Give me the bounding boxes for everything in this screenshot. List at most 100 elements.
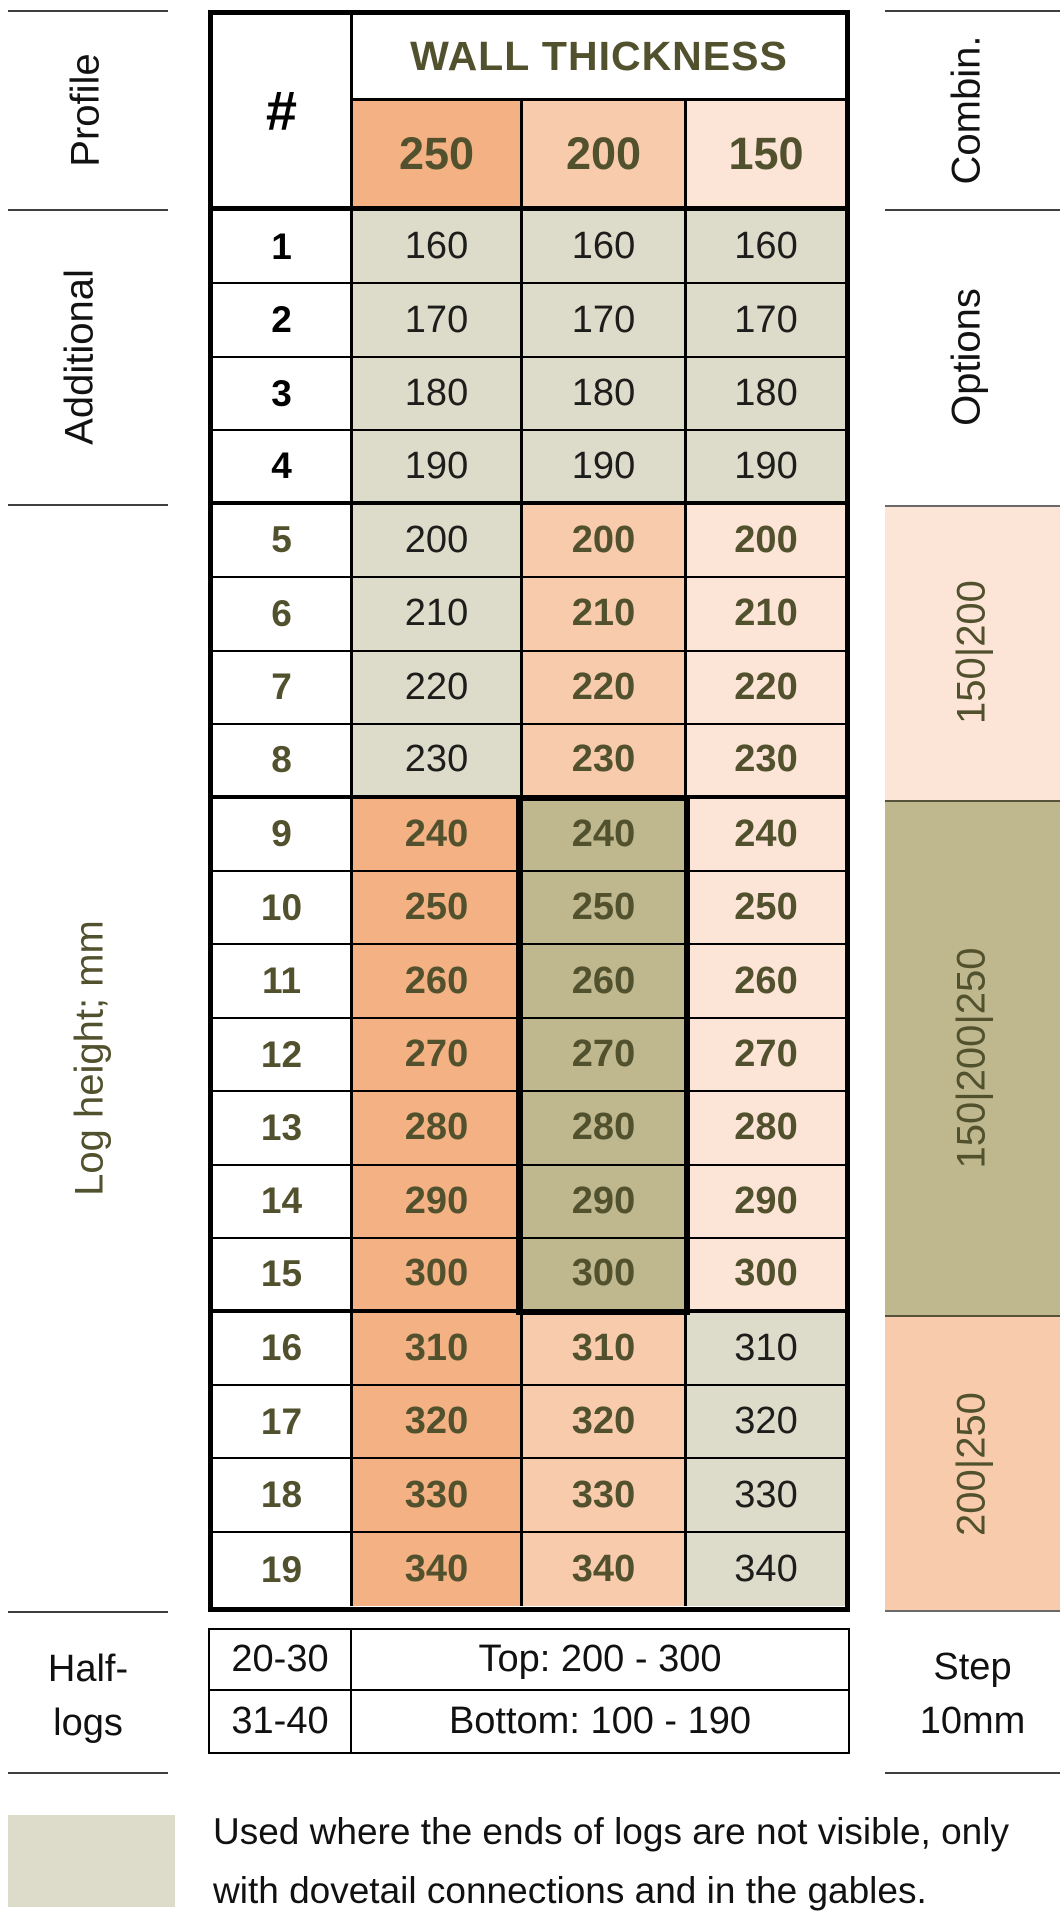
- log-height-value: 160: [687, 211, 845, 285]
- log-height-value: 190: [687, 431, 845, 505]
- band-150-200-250: [885, 800, 1060, 1317]
- log-height-value: 230: [523, 725, 687, 799]
- log-height-value: 280: [353, 1092, 523, 1166]
- row-number: 3: [213, 357, 353, 432]
- row-number: 12: [213, 1018, 353, 1093]
- row-number: 6: [213, 578, 353, 652]
- divider: [8, 1611, 168, 1613]
- log-height-value: 160: [353, 211, 523, 285]
- log-height-value: 220: [353, 651, 523, 726]
- row-number: 16: [213, 1312, 353, 1386]
- divider: [8, 504, 168, 506]
- log-height-value: 260: [523, 945, 687, 1019]
- log-height-value: 170: [687, 284, 845, 358]
- log-height-value: 280: [523, 1092, 687, 1166]
- row-number: 19: [213, 1532, 353, 1607]
- log-height-value: 250: [523, 871, 687, 946]
- row-number: 5: [213, 504, 353, 579]
- log-height-value: 260: [353, 945, 523, 1019]
- log-height-value: 180: [523, 357, 687, 432]
- row-number: 9: [213, 798, 353, 872]
- row-number: 18: [213, 1459, 353, 1533]
- log-height-value: 270: [353, 1018, 523, 1093]
- number-column-header: #: [213, 15, 353, 211]
- log-height-value: 330: [687, 1459, 845, 1533]
- log-height-value: 190: [523, 431, 687, 505]
- log-height-value: 170: [523, 284, 687, 358]
- row-number: 10: [213, 871, 353, 946]
- step-label-line1: Step: [933, 1646, 1012, 1688]
- log-height-value: 200: [523, 504, 687, 579]
- legend-note-line1: Used where the ends of logs are not visi…: [213, 1811, 1009, 1852]
- divider: [8, 10, 168, 12]
- log-height-value: 250: [687, 871, 845, 946]
- log-height-value: 300: [687, 1239, 845, 1313]
- options-label: Options: [944, 288, 989, 426]
- band-150-200-250-label: 150|200|250: [949, 947, 994, 1169]
- log-height-value: 240: [523, 798, 687, 872]
- log-height-value: 330: [523, 1459, 687, 1533]
- log-height-value: 240: [687, 798, 845, 872]
- log-height-value: 310: [687, 1312, 845, 1386]
- row-number: 8: [213, 725, 353, 799]
- log-height-value: 310: [523, 1312, 687, 1386]
- log-height-value: 210: [687, 578, 845, 652]
- log-height-value: 260: [687, 945, 845, 1019]
- log-height-value: 290: [353, 1165, 523, 1240]
- log-height-value: 270: [523, 1018, 687, 1093]
- half-logs-label: Half- logs: [8, 1642, 168, 1750]
- wall-thickness-table: # WALL THICKNESS 250 200 150 1 160 160 160 2…: [208, 10, 850, 1612]
- log-height-value: 310: [353, 1312, 523, 1386]
- row-number: 1: [213, 211, 353, 285]
- log-height-value: 340: [687, 1532, 845, 1607]
- thickness-150-header: 150: [687, 101, 845, 211]
- row-number: 15: [213, 1239, 353, 1313]
- log-height-value: 340: [523, 1532, 687, 1607]
- log-height-value: 290: [687, 1165, 845, 1240]
- legend-color-swatch: [8, 1815, 175, 1907]
- row-number: 14: [213, 1165, 353, 1240]
- step-label-line2: 10mm: [919, 1700, 1026, 1742]
- band-150-200: [885, 505, 1060, 800]
- log-height-value: 180: [687, 357, 845, 432]
- row-number: 13: [213, 1092, 353, 1166]
- log-height-value: 170: [353, 284, 523, 358]
- log-height-value: 240: [353, 798, 523, 872]
- log-height-value: 290: [523, 1165, 687, 1240]
- log-height-value: 190: [353, 431, 523, 505]
- log-height-value: 340: [353, 1532, 523, 1607]
- half-logs-label-line2: logs: [53, 1702, 123, 1744]
- profile-label: Profile: [63, 53, 108, 167]
- thickness-250-header: 250: [353, 101, 523, 211]
- log-height-value: 220: [523, 651, 687, 726]
- log-height-value: 300: [523, 1239, 687, 1313]
- log-height-value: 200: [353, 504, 523, 579]
- log-height-value: 230: [353, 725, 523, 799]
- row-number: 17: [213, 1386, 353, 1460]
- row-number: 4: [213, 431, 353, 505]
- log-height-value: 320: [353, 1386, 523, 1460]
- log-height-value: 330: [353, 1459, 523, 1533]
- row-number: 7: [213, 651, 353, 726]
- half-logs-table: 20-30 Top: 200 - 300 31-40 Bottom: 100 -…: [208, 1628, 850, 1754]
- wall-thickness-header: WALL THICKNESS: [353, 15, 845, 101]
- row-number: 11: [213, 945, 353, 1019]
- band-200-250-label: 200|250: [949, 1392, 994, 1536]
- log-height-value: 210: [523, 578, 687, 652]
- log-height-value: 280: [687, 1092, 845, 1166]
- band-150-200-label: 150|200: [949, 580, 994, 724]
- divider: [8, 1772, 168, 1774]
- legend-note: Used where the ends of logs are not visi…: [213, 1802, 1053, 1914]
- half-logs-value: Bottom: 100 - 190: [448, 1700, 752, 1742]
- log-height-value: 180: [353, 357, 523, 432]
- half-logs-range: 20-30: [210, 1630, 352, 1691]
- log-height-value: 200: [687, 504, 845, 579]
- log-height-label: Log height; mm: [67, 920, 112, 1196]
- log-height-value: 270: [687, 1018, 845, 1093]
- legend-note-line2: with dovetail connections and in the gab…: [213, 1870, 927, 1911]
- row-number: 2: [213, 284, 353, 358]
- thickness-200-header: 200: [523, 101, 687, 211]
- log-height-value: 220: [687, 651, 845, 726]
- log-height-value: 210: [353, 578, 523, 652]
- divider: [885, 209, 1060, 211]
